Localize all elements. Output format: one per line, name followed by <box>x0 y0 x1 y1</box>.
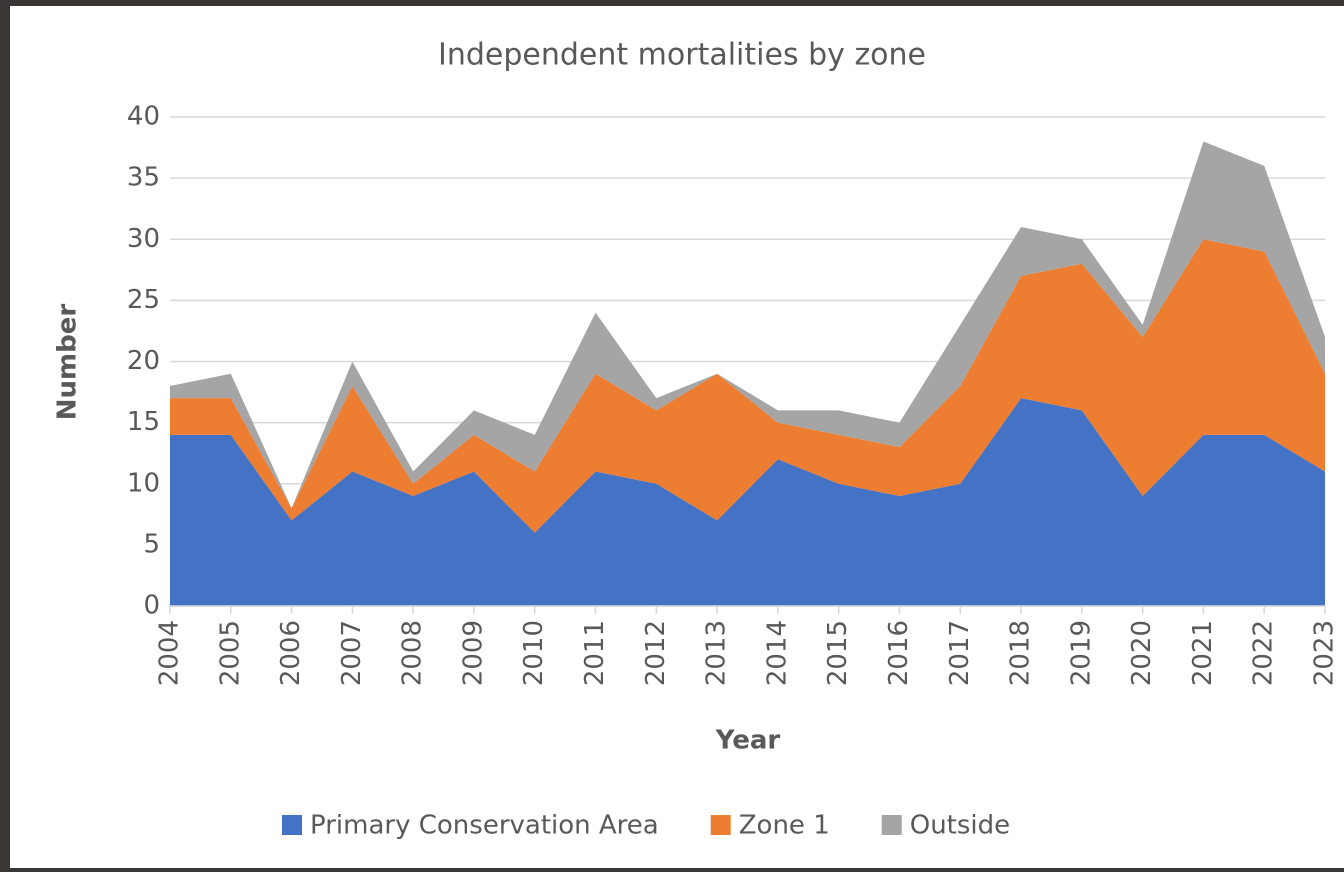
y-tick-label: 25 <box>127 285 160 315</box>
y-tick-label: 35 <box>127 163 160 193</box>
x-tick-label: 2010 <box>519 620 549 686</box>
x-tick-label: 2016 <box>884 620 914 686</box>
legend-label: Zone 1 <box>739 811 830 841</box>
x-tick-label: 2013 <box>702 620 732 686</box>
y-tick-label: 15 <box>127 407 160 437</box>
area <box>170 239 1325 533</box>
x-tick-label: 2021 <box>1188 620 1218 686</box>
x-tick-label: 2006 <box>276 620 306 686</box>
x-tick-label: 2020 <box>1127 620 1157 686</box>
y-tick-label: 10 <box>127 468 160 498</box>
x-tick-label: 2017 <box>945 620 975 686</box>
x-axis-label: Year <box>715 726 781 756</box>
legend-swatch <box>710 815 731 835</box>
x-tick-label: 2012 <box>641 620 671 686</box>
x-tick-label: 2015 <box>823 620 853 686</box>
x-tick-label: 2004 <box>155 620 185 686</box>
legend-label: Outside <box>910 811 1010 841</box>
x-tick-label: 2023 <box>1310 620 1340 686</box>
chart-title: Independent mortalities by zone <box>438 38 926 73</box>
y-axis-label: Number <box>53 304 83 421</box>
x-tick-label: 2008 <box>398 620 428 686</box>
x-tick-label: 2009 <box>458 620 488 686</box>
legend-swatch <box>881 815 902 835</box>
area <box>170 141 1325 509</box>
x-tick-label: 2014 <box>762 620 792 686</box>
legend-swatch <box>282 815 302 835</box>
x-tick-label: 2005 <box>215 620 245 686</box>
x-tick-label: 2019 <box>1066 620 1096 686</box>
area <box>170 398 1325 606</box>
y-tick-label: 20 <box>127 346 160 376</box>
x-tick-label: 2022 <box>1249 620 1279 686</box>
y-tick-label: 5 <box>143 529 160 559</box>
x-tick-label: 2018 <box>1006 620 1036 686</box>
legend-label: Primary Conservation Area <box>310 811 659 841</box>
y-tick-label: 30 <box>127 224 160 254</box>
y-tick-label: 0 <box>143 591 160 621</box>
y-tick-label: 40 <box>127 102 160 132</box>
x-tick-label: 2007 <box>337 620 367 686</box>
x-tick-label: 2011 <box>580 620 610 686</box>
